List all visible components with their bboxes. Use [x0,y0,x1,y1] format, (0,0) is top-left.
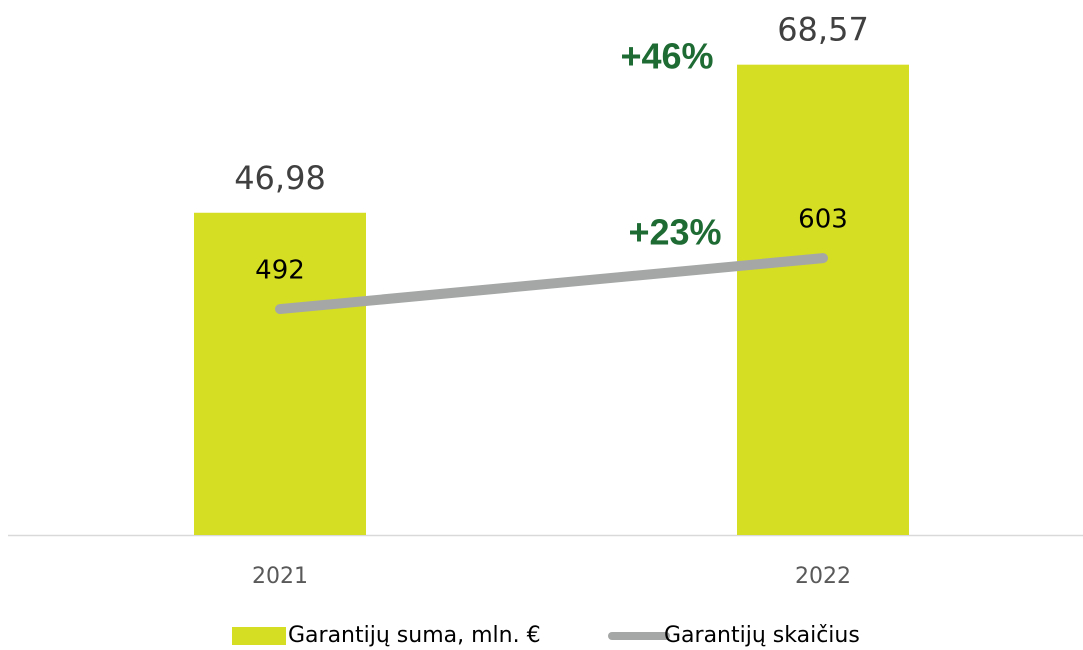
annotation: +46% [620,36,713,77]
legend-label: Garantijų suma, mln. € [288,623,541,648]
x-tick-label: 2021 [252,564,308,589]
legend-swatch [232,627,286,645]
data-label: 603 [798,205,848,235]
x-tick-label: 2022 [795,564,851,589]
data-label: 68,57 [777,11,869,49]
bar [194,212,366,535]
legend-label: Garantijų skaičius [664,623,860,648]
bar [737,64,909,536]
annotation: +23% [628,212,721,253]
data-label: 492 [255,256,305,286]
line [275,253,828,315]
data-label: 46,98 [234,159,326,197]
